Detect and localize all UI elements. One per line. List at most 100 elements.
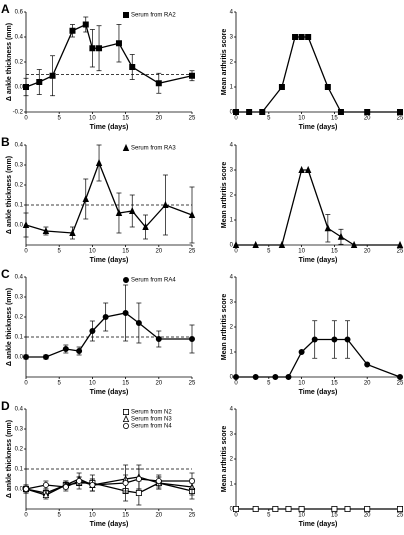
y-tick-label: 1 xyxy=(230,482,234,488)
y-tick-label: 4 xyxy=(230,10,234,16)
x-tick-label: 25 xyxy=(189,249,196,255)
data-point xyxy=(246,109,253,116)
y-tick-label: 4 xyxy=(230,275,234,281)
data-point xyxy=(89,45,96,52)
y-tick-label: 1 xyxy=(230,350,234,356)
x-tick-label: 20 xyxy=(155,249,162,255)
x-tick-label: 5 xyxy=(58,513,62,519)
y-tick-label: -0.2 xyxy=(13,110,24,116)
x-axis-label: Time (days) xyxy=(90,389,129,396)
y-tick-label: 0.0 xyxy=(15,355,24,361)
data-point xyxy=(350,240,358,249)
y-tick-label: 0.3 xyxy=(15,427,24,433)
x-tick-label: 25 xyxy=(397,513,404,519)
x-tick-label: 0 xyxy=(234,513,238,519)
data-point xyxy=(324,84,331,91)
y-axis-label: Δ ankle thickness (mm) xyxy=(6,288,13,366)
data-point xyxy=(76,477,83,484)
data-point xyxy=(337,109,344,116)
y-tick-label: 0.2 xyxy=(15,447,24,453)
data-point xyxy=(102,313,109,320)
data-point xyxy=(188,477,195,484)
y-tick-label: 0.4 xyxy=(15,275,24,281)
y-tick-label: 1 xyxy=(230,85,234,91)
x-axis-label: Time (days) xyxy=(90,521,129,528)
data-point xyxy=(82,194,89,203)
y-tick-label: 0 xyxy=(230,507,234,513)
x-tick-label: 25 xyxy=(189,513,196,519)
x-tick-label: 15 xyxy=(331,513,338,519)
x-tick-label: 0 xyxy=(234,249,238,255)
x-tick-label: 5 xyxy=(267,513,271,519)
x-tick-label: 15 xyxy=(331,249,338,255)
data-point xyxy=(344,336,351,343)
y-tick-label: 0.0 xyxy=(15,487,24,493)
y-tick-label: 0 xyxy=(230,110,234,116)
x-tick-label: 20 xyxy=(155,513,162,519)
x-axis-label: Time (days) xyxy=(299,257,338,264)
x-tick-label: 20 xyxy=(155,116,162,122)
data-point xyxy=(155,477,162,484)
data-point xyxy=(89,481,96,488)
x-tick-label: 0 xyxy=(24,249,28,255)
y-tick-label: 0.0 xyxy=(15,85,24,91)
y-tick-label: 2 xyxy=(230,60,234,66)
data-point xyxy=(364,109,371,116)
legend-label: Serum from RA2 xyxy=(131,13,176,19)
x-tick-label: 10 xyxy=(89,249,96,255)
x-tick-label: 15 xyxy=(122,381,129,387)
series-line xyxy=(25,161,193,234)
data-point xyxy=(232,109,239,116)
x-tick-label: 0 xyxy=(24,116,28,122)
x-tick-label: 5 xyxy=(267,249,271,255)
data-point xyxy=(82,21,89,28)
x-tick-label: 25 xyxy=(189,381,196,387)
series-line xyxy=(236,36,400,113)
y-tick-label: 0.4 xyxy=(15,407,24,413)
x-tick-label: 10 xyxy=(89,116,96,122)
x-tick-label: 0 xyxy=(24,381,28,387)
data-point xyxy=(96,45,103,52)
data-point xyxy=(252,505,259,512)
data-point xyxy=(298,505,305,512)
data-point xyxy=(69,228,76,237)
y-tick-label: 4 xyxy=(230,143,234,149)
data-point xyxy=(272,505,279,512)
data-point xyxy=(142,222,149,231)
data-point xyxy=(278,240,286,249)
data-point xyxy=(232,505,239,512)
data-point xyxy=(188,210,196,219)
data-point xyxy=(324,224,332,232)
y-axis-label: Δ ankle thickness (mm) xyxy=(6,156,13,234)
data-point xyxy=(232,373,239,380)
data-point xyxy=(115,40,122,47)
data-point xyxy=(252,373,259,380)
x-tick-label: 10 xyxy=(89,513,96,519)
y-axis-label: Mean arthritis score xyxy=(221,29,228,96)
x-tick-label: 15 xyxy=(122,116,129,122)
data-point xyxy=(42,226,50,235)
x-tick-label: 15 xyxy=(331,116,338,122)
x-tick-label: 25 xyxy=(397,381,404,387)
data-point xyxy=(298,165,305,174)
y-tick-label: 0.3 xyxy=(15,163,24,169)
x-axis-label: Time (days) xyxy=(90,124,129,131)
y-tick-label: 0.2 xyxy=(15,183,24,189)
data-point xyxy=(298,34,305,41)
y-tick-label: 4 xyxy=(230,407,234,413)
y-tick-label: 3 xyxy=(230,35,234,41)
y-axis-label: Δ ankle thickness (mm) xyxy=(6,420,13,498)
data-point xyxy=(89,327,96,334)
data-point xyxy=(331,336,338,343)
data-point xyxy=(396,240,404,249)
y-tick-label: 0.6 xyxy=(15,10,24,16)
data-point xyxy=(188,335,195,342)
x-tick-label: 10 xyxy=(298,249,305,255)
x-tick-label: 15 xyxy=(331,381,338,387)
data-point xyxy=(272,373,279,380)
data-point xyxy=(292,34,299,41)
x-tick-label: 10 xyxy=(298,116,305,122)
data-point xyxy=(285,505,292,512)
